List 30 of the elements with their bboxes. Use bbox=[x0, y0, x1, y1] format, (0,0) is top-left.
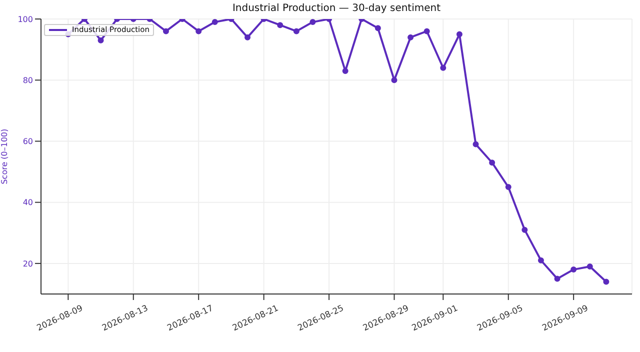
point bbox=[162, 28, 169, 34]
y-tick-label: 80 bbox=[22, 76, 33, 85]
point bbox=[374, 25, 381, 32]
point bbox=[244, 34, 251, 40]
point bbox=[98, 37, 104, 44]
y-tick-label: 20 bbox=[22, 259, 33, 268]
point bbox=[603, 278, 610, 285]
point bbox=[538, 257, 544, 264]
point bbox=[456, 31, 462, 38]
point bbox=[408, 34, 414, 40]
point bbox=[424, 28, 430, 34]
point bbox=[554, 276, 560, 282]
y-axis-title: Score (0–100) bbox=[0, 128, 9, 184]
point bbox=[472, 141, 479, 148]
point bbox=[522, 226, 528, 233]
y-tick-label: 60 bbox=[22, 137, 33, 146]
point bbox=[310, 19, 316, 26]
point bbox=[570, 266, 577, 273]
point bbox=[586, 264, 593, 270]
point bbox=[489, 160, 496, 166]
y-tick-label: 40 bbox=[22, 198, 33, 208]
chart-title: Industrial Production — 30-day sentiment bbox=[231, 3, 442, 14]
point bbox=[391, 77, 398, 84]
y-tick-label: 100 bbox=[18, 14, 33, 24]
point bbox=[293, 28, 300, 34]
point bbox=[440, 64, 446, 71]
point bbox=[277, 22, 284, 28]
point bbox=[505, 184, 512, 190]
point bbox=[196, 28, 202, 34]
point bbox=[212, 19, 218, 26]
